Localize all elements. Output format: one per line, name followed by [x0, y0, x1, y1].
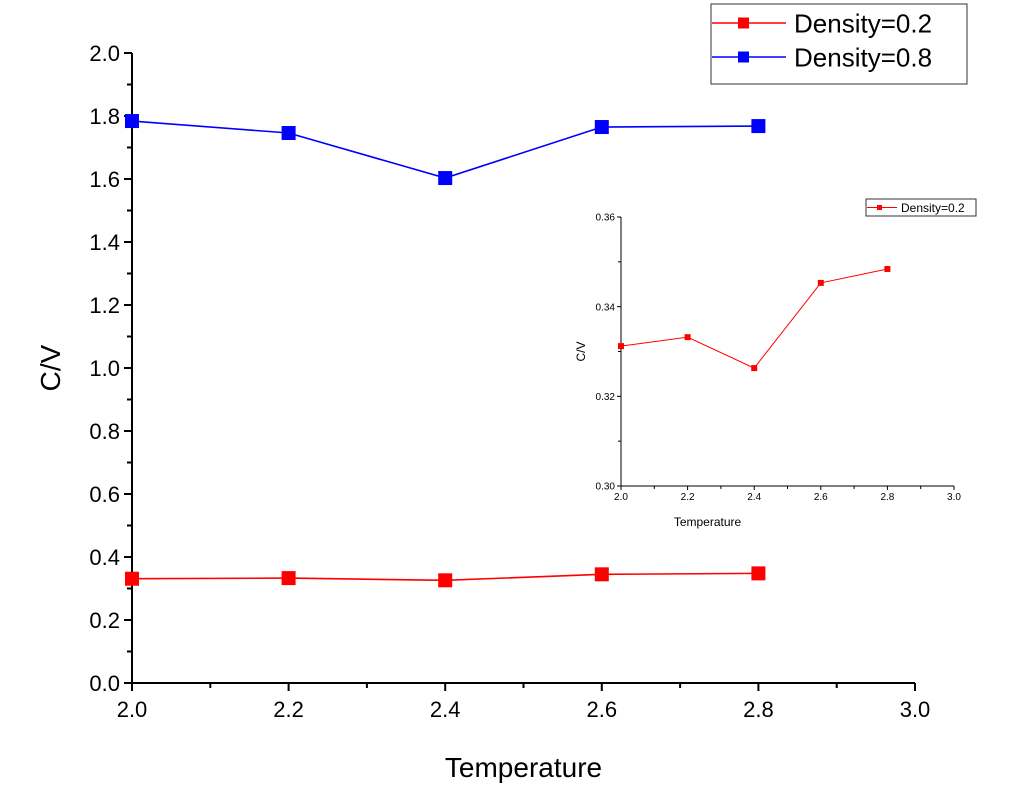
main-legend-label: Density=0.2 [794, 8, 932, 38]
main-data-point [751, 566, 766, 581]
main-legend-label: Density=0.8 [794, 42, 932, 72]
main-data-point [281, 126, 296, 141]
main-x-tick-label: 3.0 [900, 697, 931, 722]
main-data-point [438, 171, 453, 186]
main-y-tick-label: 0.0 [89, 671, 120, 696]
inset-x-axis-label: Temperature [674, 515, 742, 529]
main-y-tick-label: 1.2 [89, 293, 120, 318]
main-x-tick-label: 2.2 [273, 697, 304, 722]
inset-y-tick-label: 0.32 [596, 392, 616, 403]
inset-legend-label: Density=0.2 [901, 201, 965, 215]
main-x-tick-label: 2.6 [587, 697, 618, 722]
inset-legend-swatch-marker [877, 205, 882, 210]
main-y-tick-label: 1.6 [89, 167, 120, 192]
inset-y-tick-label: 0.36 [596, 213, 616, 224]
inset-data-point [751, 365, 758, 372]
inset-y-tick-label: 0.30 [596, 482, 616, 493]
inset-x-tick-label: 3.0 [947, 492, 961, 503]
inset-x-tick-label: 2.2 [681, 492, 695, 503]
main-y-tick-label: 2.0 [89, 41, 120, 66]
inset-data-point [884, 266, 891, 273]
main-legend-swatch-marker [738, 17, 749, 29]
main-data-point [594, 567, 609, 582]
main-legend-swatch-marker [738, 51, 749, 63]
inset-y-tick-label: 0.34 [596, 302, 616, 313]
main-data-point [438, 573, 453, 588]
inset-chart: 2.0 2.2 2.4 2.6 2.8 3.0 0.30 0.32 0.34 0.36 Temper… [574, 198, 977, 529]
main-x-tick-label: 2.8 [743, 697, 774, 722]
main-y-tick-label: 0.6 [89, 482, 120, 507]
main-y-tick-label: 1.8 [89, 104, 120, 129]
main-y-axis-label: C/V [35, 344, 66, 391]
main-legend-box [710, 3, 968, 85]
main-x-tick-label: 2.4 [430, 697, 461, 722]
inset-y-axis-label: C/V [574, 341, 588, 361]
main-y-tick-label: 0.4 [89, 545, 120, 570]
main-data-point [594, 120, 609, 135]
inset-data-point [817, 279, 824, 286]
main-legend: Density=0.2 Density=0.8 [710, 3, 968, 85]
inset-series-line-0 [620, 268, 888, 369]
main-y-tick-label: 0.8 [89, 419, 120, 444]
inset-x-tick-label: 2.0 [614, 492, 628, 503]
inset-x-tick-label: 2.8 [880, 492, 894, 503]
main-chart: 2.0 2.2 2.4 2.6 2.8 3.0 0.0 0.2 0.4 0.6 0.8 1.0 1.2 1… [35, 3, 968, 783]
main-y-tick-label: 1.0 [89, 356, 120, 381]
main-x-tick-label: 2.0 [117, 697, 148, 722]
inset-data-point [618, 343, 624, 350]
main-x-axis-label: Temperature [445, 752, 602, 783]
inset-x-tick-label: 2.6 [814, 492, 828, 503]
inset-data-point [684, 334, 691, 341]
main-data-point [125, 571, 139, 586]
inset-x-tick-label: 2.4 [747, 492, 761, 503]
main-series-line-1 [131, 120, 759, 179]
main-data-point [125, 114, 139, 129]
main-y-tick-label: 1.4 [89, 230, 120, 255]
main-y-tick-label: 0.2 [89, 608, 120, 633]
inset-legend-box [865, 198, 977, 217]
inset-legend: Density=0.2 [865, 198, 977, 217]
main-data-point [751, 119, 766, 134]
main-data-point [281, 571, 296, 586]
